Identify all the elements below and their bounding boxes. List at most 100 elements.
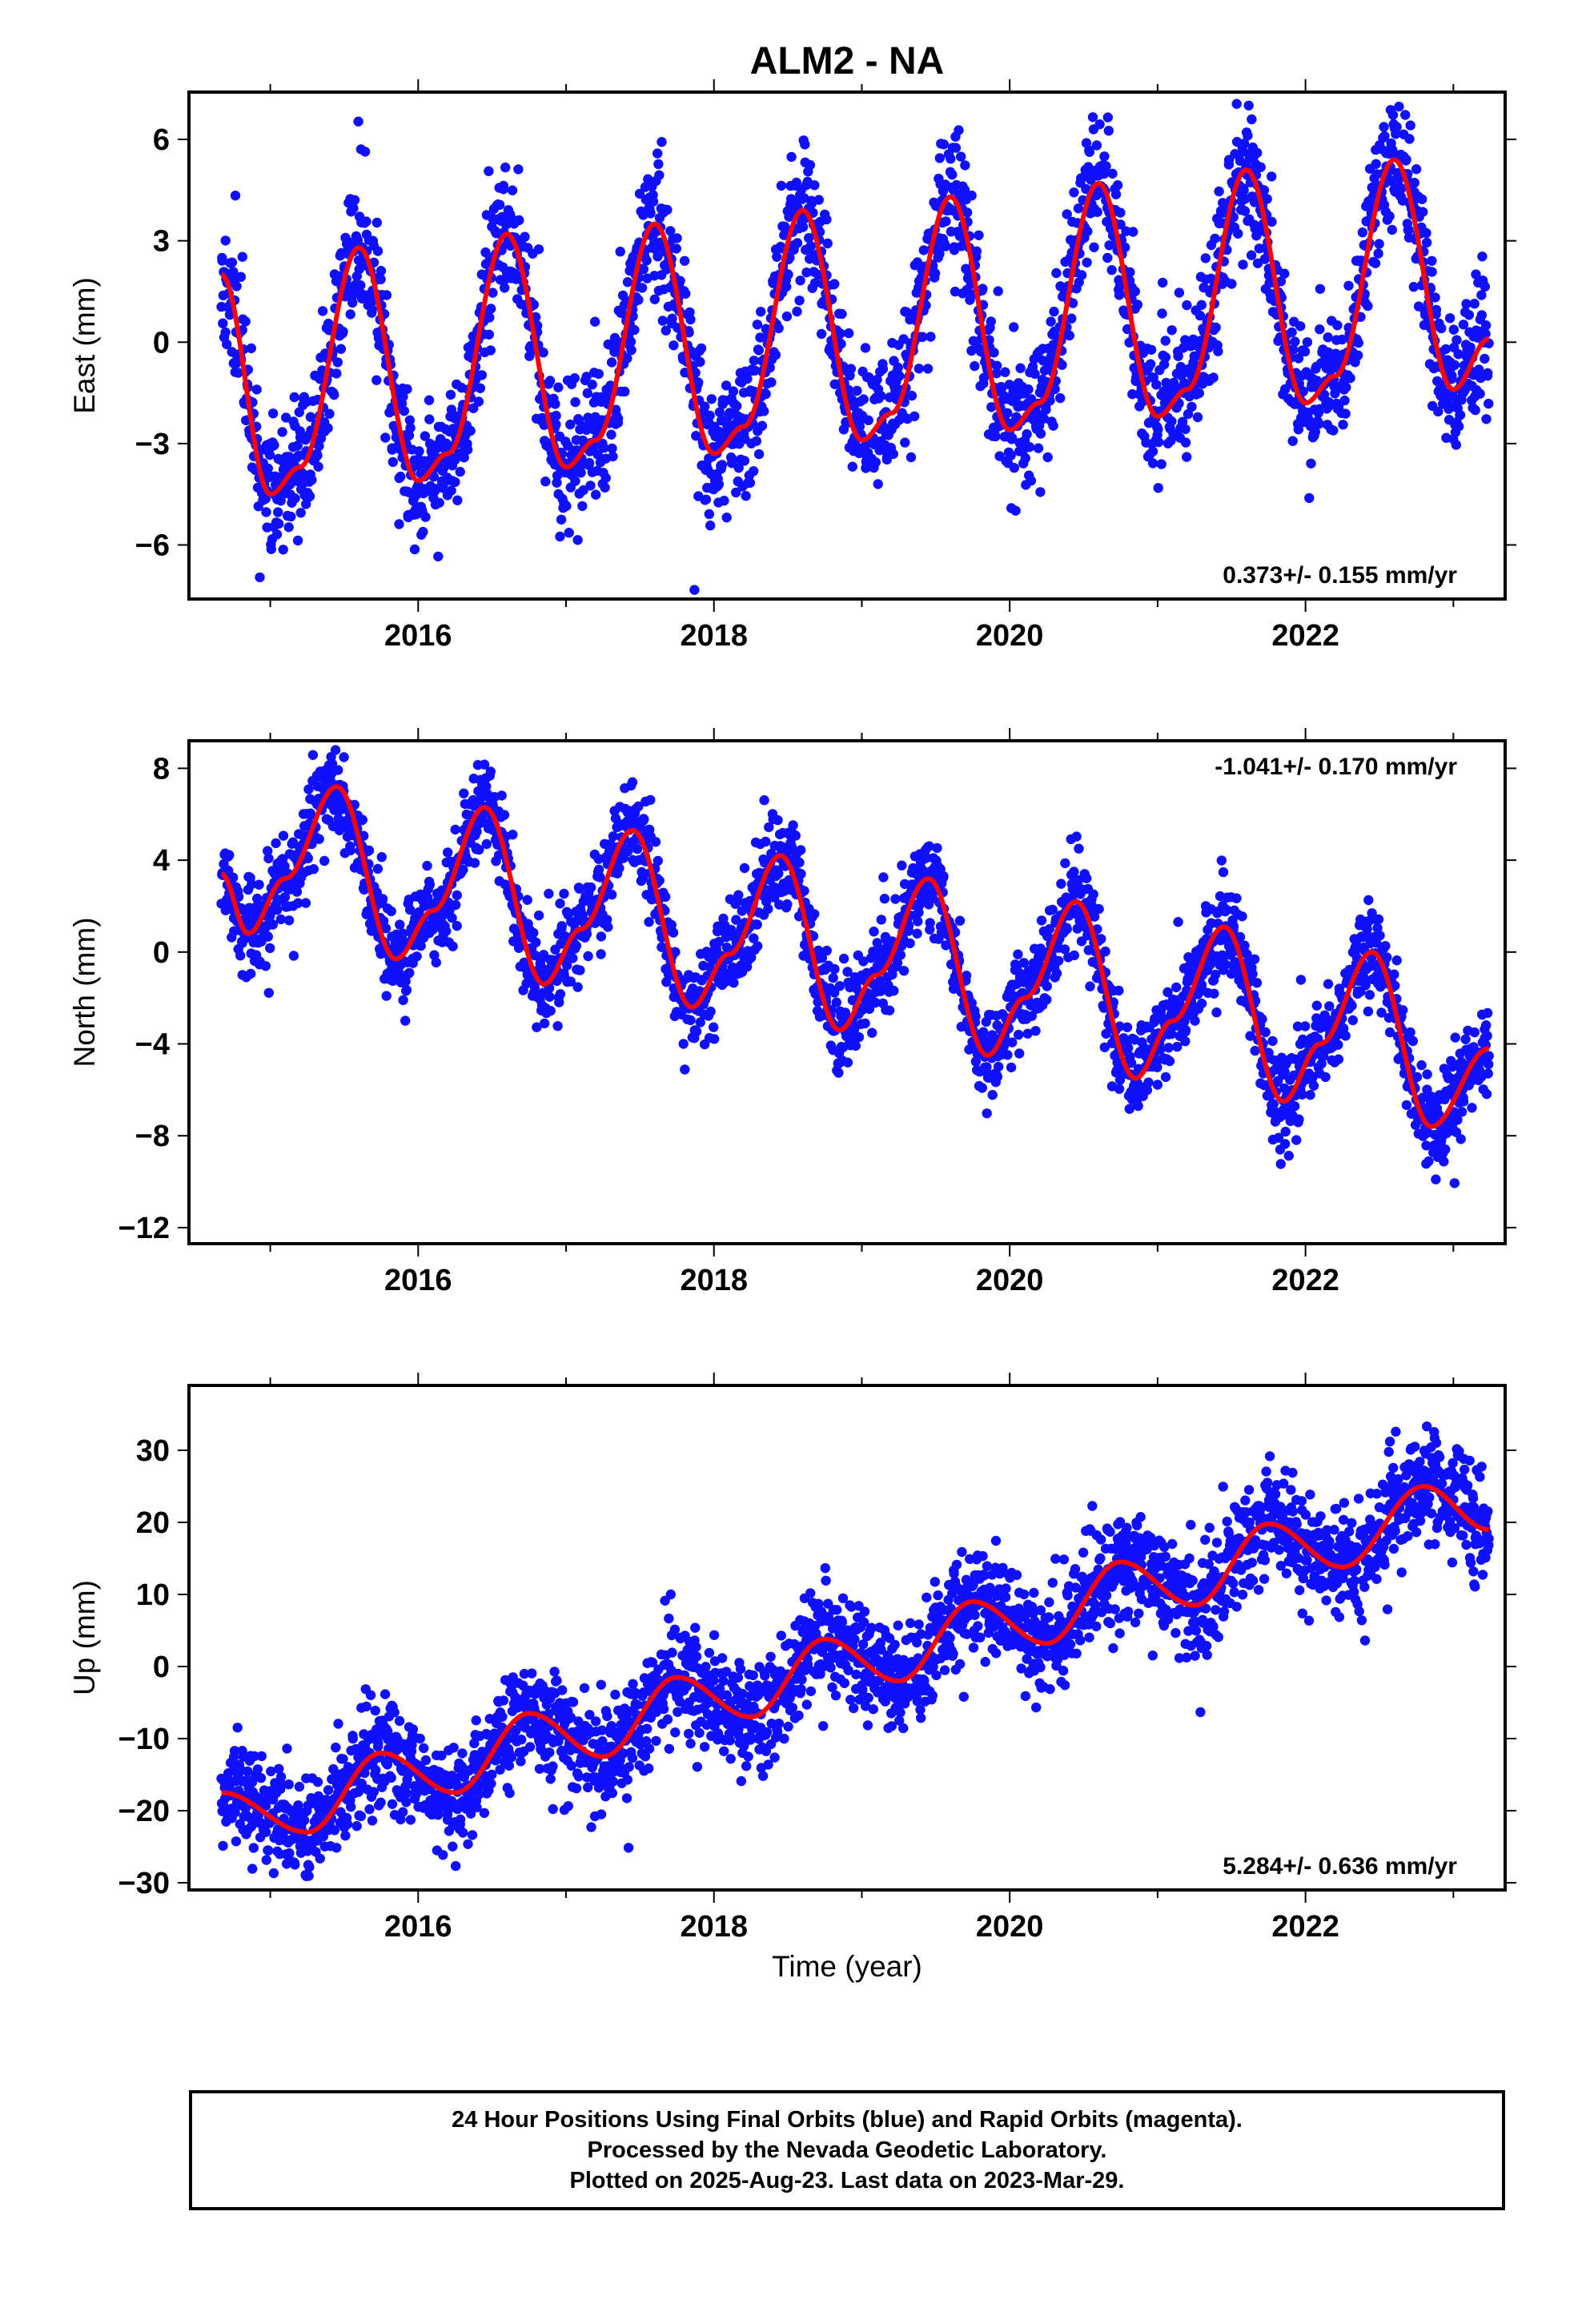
data-point [667,313,677,324]
data-point [508,830,518,840]
data-point [363,845,375,856]
data-point [400,976,411,987]
data-point [1475,388,1485,399]
data-point [1391,122,1402,132]
data-point [1112,180,1123,191]
data-point [1042,995,1052,1005]
data-point [785,194,797,204]
data-point [845,364,857,374]
data-point [1332,320,1343,331]
data-point [1127,389,1138,400]
data-point [685,1015,696,1026]
data-point [570,396,580,408]
data-point [1427,267,1437,277]
data-point [247,879,257,890]
data-point [1038,413,1050,424]
data-point [269,440,279,451]
data-point [1353,337,1364,348]
data-point [934,248,945,259]
data-point [731,915,741,925]
data-point [649,294,660,304]
data-point [1010,505,1021,516]
data-point [978,283,988,294]
data-point [1049,306,1059,317]
data-point [513,164,524,175]
data-point [313,461,323,472]
data-point [1476,290,1487,300]
data-point [556,921,567,931]
data-point [357,814,367,825]
data-point [271,905,283,915]
data-point [1006,1062,1017,1073]
data-point [1480,328,1491,340]
data-point [380,432,391,443]
data-point [608,451,618,462]
data-point [729,978,739,988]
data-point [263,846,273,856]
data-point [905,452,917,463]
data-point [1002,1050,1013,1060]
data-point [308,864,319,875]
y-tick-label: 0 [153,326,170,360]
data-point [1024,442,1035,452]
data-point [317,306,328,316]
data-point [600,472,611,484]
data-point [590,316,600,327]
data-point [696,343,707,354]
data-point [1208,372,1219,383]
data-point [1455,410,1466,420]
data-point [1164,1055,1175,1067]
data-point [1314,419,1324,429]
data-point [455,466,465,477]
data-point [1379,131,1390,142]
data-point [570,476,580,486]
data-point [1082,226,1093,237]
data-point [1387,224,1398,235]
data-point [355,280,366,291]
data-point [359,830,369,841]
data-point [877,364,889,374]
data-point [1110,189,1122,199]
data-point [1042,452,1053,463]
data-point [648,196,659,207]
data-point [1315,404,1325,414]
data-point [251,384,262,395]
data-point [1082,257,1092,267]
data-point [469,858,480,868]
data-point [1051,968,1062,979]
data-point [271,838,281,849]
data-point [539,1018,550,1029]
data-point [288,951,299,961]
data-point [412,951,422,962]
data-point [1403,224,1414,235]
data-point [1298,386,1309,396]
data-point [781,281,792,292]
data-point [1444,313,1456,324]
x-tick-label: 2016 [384,619,452,653]
data-point [304,491,315,501]
data-point [898,966,909,976]
data-point [1421,237,1432,248]
data-point [292,440,303,451]
data-point [1066,313,1077,324]
data-point [1295,321,1306,332]
data-point [671,243,681,254]
data-point [314,440,324,452]
data-point [759,795,769,806]
data-point [1195,310,1206,321]
data-point [339,752,349,762]
data-point [312,450,323,460]
data-point [1287,327,1297,338]
data-point [402,384,412,395]
data-point [657,316,668,326]
data-point [1480,353,1490,364]
data-point [766,377,777,388]
data-point [1055,392,1066,404]
data-point [894,371,905,381]
data-point [709,1034,720,1044]
data-point [1153,483,1163,493]
data-point [422,860,432,871]
data-point [1069,187,1079,198]
data-point [852,385,862,396]
data-point [946,154,956,164]
